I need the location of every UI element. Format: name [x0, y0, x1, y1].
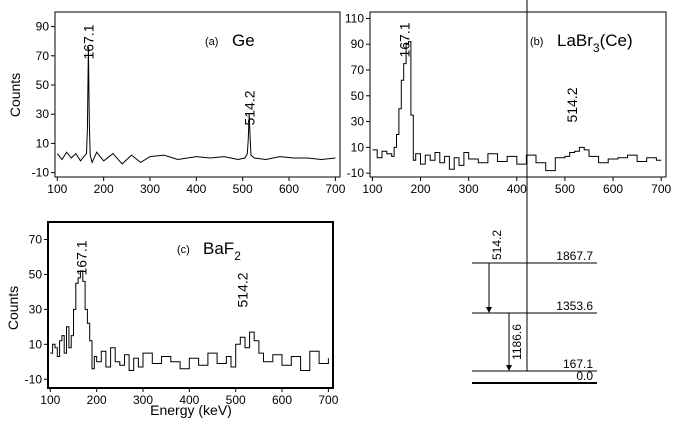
panel-b-detector: LaBr3(Ce) — [557, 31, 633, 55]
panel-a-ytick-label: 50 — [36, 78, 50, 92]
panel-a-xtick-label: 700 — [325, 182, 345, 196]
panel-c-xtick-label: 600 — [272, 393, 292, 407]
level-label: 167.1 — [563, 357, 593, 371]
level-label: 1867.7 — [556, 249, 593, 263]
panel-c-xtick-label: 400 — [179, 393, 199, 407]
panel-c-frame — [47, 221, 334, 389]
panel-a-xtick-label: 100 — [47, 182, 67, 196]
panel-c-detector-subscript: 2 — [234, 249, 241, 263]
panel-c-xtick-label: 300 — [133, 393, 153, 407]
transition-arrow-head — [506, 365, 512, 371]
panel-c-ytick-label: -10 — [25, 372, 43, 386]
panel-c-peak-label: 514.2 — [234, 272, 250, 307]
panel-a-peak-label: 167.1 — [80, 24, 96, 59]
panel-b-peak-label: 167.1 — [397, 22, 413, 57]
panel-c-ytick-label: 30 — [29, 302, 43, 316]
panel-b-ytick-label: -10 — [347, 166, 365, 180]
panel-a-ytick-label: 30 — [36, 107, 50, 121]
panel-a-detector: Ge — [232, 31, 255, 50]
panel-b-ytick-label: 10 — [351, 140, 365, 154]
panel-a-xtick-label: 500 — [233, 182, 253, 196]
panel-c-ytick-label: 70 — [29, 232, 43, 246]
panel-b-frame — [369, 11, 667, 178]
panel-a-peak-label: 514.2 — [241, 90, 257, 125]
panel-b-labr3-spectrum: (b) LaBr3(Ce) 100 200 300 400 500 600 700 -10 10… — [345, 11, 672, 196]
panel-a-xtick-label: 300 — [140, 182, 160, 196]
panel-b-ytick-label: 90 — [351, 37, 365, 51]
panel-c-xtick-label: 200 — [87, 393, 107, 407]
panel-b-xtick-label: 400 — [507, 182, 527, 196]
panel-b-spectrum-trace — [372, 41, 662, 172]
level-label: 1353.6 — [556, 299, 593, 313]
panel-c-xlabel: Energy (keV) — [150, 402, 232, 418]
panel-c-baf2-spectrum: Counts Energy (keV) (c) BaF2 100 200 300 40… — [5, 221, 339, 418]
panel-b-xtick-label: 500 — [555, 182, 575, 196]
level-label: 0.0 — [576, 369, 593, 383]
panel-c-xtick-label: 100 — [40, 393, 60, 407]
panel-c-ytick-label: 50 — [29, 267, 43, 281]
panel-b-ytick-label: 110 — [345, 11, 364, 25]
panel-b-ytick-label: 30 — [351, 115, 365, 129]
panel-a-ylabel: Counts — [7, 73, 23, 117]
panel-a-ge-spectrum: Counts (a) Ge 100 200 300 400 500 600 700 -10 10… — [7, 11, 346, 196]
panel-c-xtick-label: 700 — [318, 393, 338, 407]
panel-b-ytick-label: 50 — [351, 89, 365, 103]
panel-b-xtick-label: 200 — [411, 182, 431, 196]
panel-c-detector-main: BaF — [203, 239, 234, 258]
panel-b-xtick-label: 100 — [362, 182, 382, 196]
panel-b-peak-label: 514.2 — [564, 87, 580, 122]
panel-b-detector-main: LaBr — [557, 31, 593, 50]
panel-a-xtick-label: 600 — [279, 182, 299, 196]
panel-c-xtick-label: 500 — [226, 393, 246, 407]
panel-a-ytick-label: 90 — [36, 20, 50, 34]
panel-a-xtick-label: 400 — [186, 182, 206, 196]
transition-arrow-head — [486, 307, 492, 313]
panel-a-ytick-label: -10 — [32, 166, 50, 180]
panel-c-peak-label: 167.1 — [73, 240, 89, 275]
panel-b-xtick-label: 700 — [651, 182, 671, 196]
panel-c-spectrum-trace — [50, 270, 329, 371]
panel-c-ylabel: Counts — [5, 286, 21, 330]
transition-label: 167.1 — [0, 0, 15, 3]
panel-b-detector-suffix: (Ce) — [600, 31, 633, 50]
panel-a-frame — [54, 11, 341, 178]
panel-b-xtick-label: 600 — [603, 182, 623, 196]
panel-a-xtick-label: 200 — [94, 182, 114, 196]
panel-b-tag: (b) — [530, 36, 543, 48]
panel-a-tag: (a) — [205, 36, 218, 48]
panel-a-spectrum-trace — [56, 46, 336, 165]
panel-c-ytick-label: 10 — [29, 337, 43, 351]
panel-a-ytick-label: 70 — [36, 49, 50, 63]
panel-c-tag: (c) — [177, 244, 190, 256]
panel-b-detector-subscript: 3 — [593, 41, 600, 55]
transition-label: 514.2 — [490, 230, 504, 260]
panel-b-xtick-label: 300 — [459, 182, 479, 196]
panel-b-ytick-label: 70 — [351, 63, 365, 77]
panel-c-detector: BaF2 — [203, 239, 241, 263]
transition-label: 1186.6 — [510, 324, 524, 360]
panel-a-ytick-label: 10 — [36, 136, 50, 150]
